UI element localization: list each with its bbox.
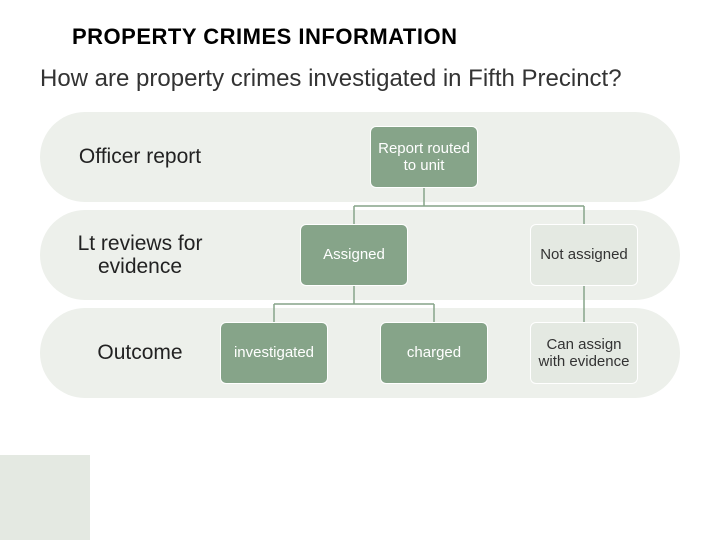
- page-subtitle: How are property crimes investigated in …: [0, 58, 720, 112]
- footer-decoration: [0, 455, 90, 540]
- rows-container: Officer report Report routed to unit Lt re…: [0, 112, 720, 398]
- flow-node-assigned: Assigned: [300, 224, 408, 286]
- page-title: PROPERTY CRIMES INFORMATION: [0, 0, 720, 58]
- row-label: Lt reviews for evidence: [40, 210, 240, 300]
- flow-row: Officer report Report routed to unit: [40, 112, 680, 202]
- row-label: Outcome: [40, 308, 240, 398]
- flow-node-investigated: investigated: [220, 322, 328, 384]
- flow-node-can-assign: Can assign with evidence: [530, 322, 638, 384]
- flow-node-charged: charged: [380, 322, 488, 384]
- row-label: Officer report: [40, 112, 240, 202]
- flow-row: Outcomeinvestigated charged Can assign wit…: [40, 308, 680, 398]
- flow-node-report-routed: Report routed to unit: [370, 126, 478, 188]
- flow-row: Lt reviews for evidence Assigned Not assig…: [40, 210, 680, 300]
- flow-node-not-assigned: Not assigned: [530, 224, 638, 286]
